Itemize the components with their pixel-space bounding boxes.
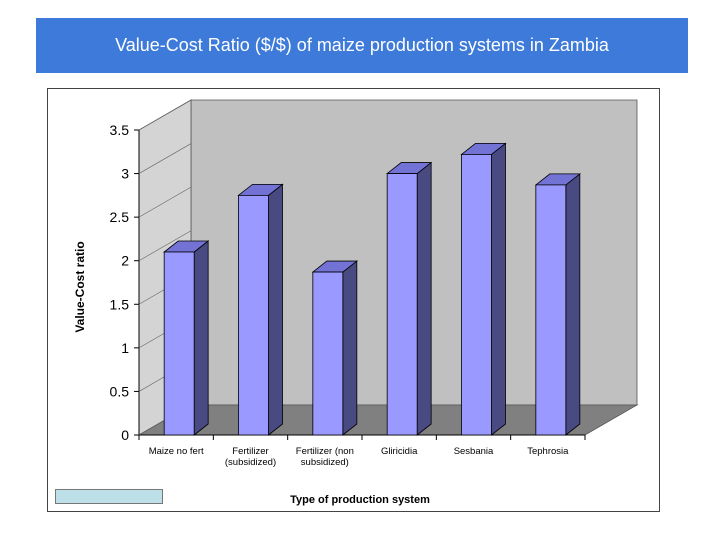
bar-front [238,194,269,436]
bar-side [342,260,358,436]
slide-title: Value-Cost Ratio ($/$) of maize producti… [36,18,688,73]
y-tick-label: 2.5 [110,209,130,225]
x-tick-label: Sesbania [454,446,494,457]
x-tick-label: Gliricidia [381,446,418,457]
bar-side [565,173,581,436]
bar-front [535,184,567,436]
y-tick-label: 1.5 [110,296,130,312]
x-tick-label: Fertilizer (subsidized) [225,446,276,468]
bar-front [461,154,492,436]
bar-3 [311,260,358,436]
y-tick-label: 3.5 [110,122,130,138]
bar-side [416,161,432,436]
bar-chart: 0 0.5 1 1.5 2 2.5 3 3.5 Maize no fert Fertilizer… [73,99,639,506]
x-tick-label: Fertilizer (non subsidized) [296,446,354,468]
y-depth-line [138,186,192,218]
y-tick-label: 2 [121,253,129,269]
bar-2 [237,183,284,436]
bar-front [312,271,344,436]
y-tick-label: 3 [121,166,129,182]
y-depth-line [138,143,192,174]
y-axis-label: Value-Cost ratio [73,241,87,332]
bar-side [193,240,209,436]
bar-4 [386,161,433,436]
y-tick-label: 0 [121,427,129,443]
bar-5 [460,142,507,436]
labels-layer: Maize no fert Fertilizer (subsidized) Ferti… [149,446,569,468]
y-tick-label: 0.5 [110,383,130,399]
y-depth-line [138,230,192,261]
y-tick-label: 1 [121,340,129,356]
y-depth-line [138,99,192,131]
bar-side [491,142,506,436]
x-tick-label: Tephrosia [527,446,569,457]
bar-front [386,173,418,436]
legend-box [55,489,163,504]
x-axis-label: Type of production system [290,494,430,506]
bar-front [163,251,195,436]
chart-frame: 0 0.5 1 1.5 2 2.5 3 3.5 Maize no fert Fertilizer… [47,88,660,512]
bar-side [268,183,283,436]
bar-6 [534,173,581,436]
bars-layer [163,142,581,436]
x-tick-label: Maize no fert [149,446,204,457]
bar-1 [163,240,210,436]
